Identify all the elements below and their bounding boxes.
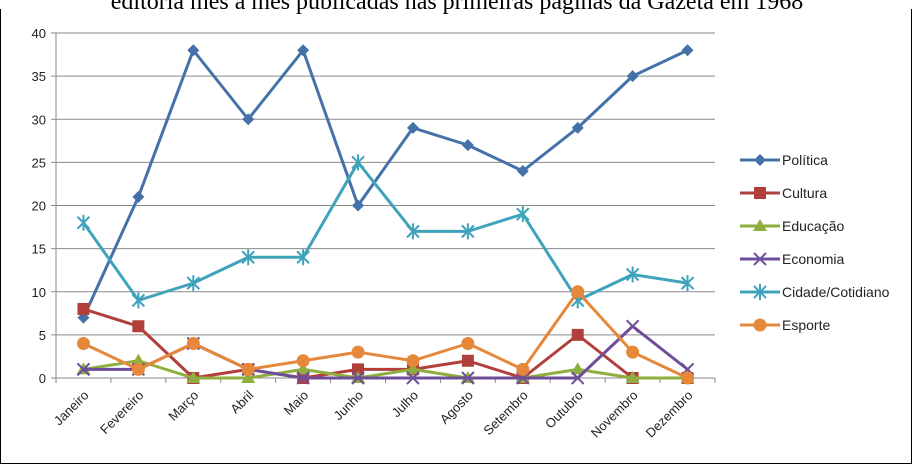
- legend-label-esporte: Esporte: [782, 317, 830, 333]
- data-point-cidade-cotidiano: [296, 249, 310, 266]
- data-point-economia: [296, 371, 310, 385]
- legend-label-educacao: Educação: [782, 218, 844, 234]
- data-point-esporte: [571, 285, 585, 299]
- data-point-cidade-cotidiano: [516, 206, 530, 223]
- y-tick-label: 15: [32, 242, 46, 257]
- legend-marker-cidade-cotidiano: [753, 284, 767, 300]
- data-point-esporte: [516, 362, 530, 376]
- series-line-cultura: [83, 307, 688, 380]
- data-point-cultura: [461, 354, 474, 367]
- data-point-cidade-cotidiano: [186, 275, 200, 292]
- y-tick-label: 30: [32, 112, 46, 127]
- data-point-politica: [242, 113, 255, 126]
- data-point-esporte: [406, 354, 420, 368]
- series-line-politica: [82, 48, 689, 319]
- data-point-cidade-cotidiano: [680, 275, 695, 292]
- legend-marker-politica: [754, 154, 766, 166]
- data-point-politica: [571, 121, 584, 134]
- data-point-politica: [681, 44, 694, 57]
- x-tick-label: Agosto: [437, 388, 476, 427]
- x-tick-label: Março: [165, 388, 201, 424]
- data-point-esporte: [626, 345, 640, 359]
- y-tick-label: 10: [32, 285, 46, 300]
- y-tick-label: 20: [32, 199, 46, 214]
- data-point-esporte: [296, 354, 310, 368]
- data-point-educacao: [405, 362, 420, 375]
- x-tick-label: Janeiro: [51, 388, 92, 429]
- data-point-educacao: [296, 362, 311, 375]
- data-point-esporte: [241, 362, 255, 376]
- data-point-cidade-cotidiano: [351, 154, 365, 171]
- legend: Política Cultura Educação Economia Cidade/Co…: [740, 152, 890, 333]
- data-point-politica: [516, 165, 529, 177]
- x-tick-label: Maio: [281, 388, 312, 419]
- data-point-cidade-cotidiano: [406, 223, 420, 240]
- y-tick-label: 5: [39, 328, 46, 343]
- legend-marker-economia: [753, 252, 767, 266]
- y-tick-label: 35: [32, 69, 46, 84]
- data-point-economia: [571, 371, 585, 385]
- data-point-educacao: [241, 371, 256, 383]
- data-point-economia: [625, 319, 640, 333]
- legend-label-cidade-cotidiano: Cidade/Cotidiano: [782, 284, 890, 300]
- legend-label-economia: Economia: [782, 251, 844, 267]
- chart-title: editoria mês a mês publicadas nas primei…: [110, 0, 804, 15]
- data-point-educacao: [625, 371, 640, 383]
- series-layer: [76, 44, 695, 385]
- data-point-educacao: [131, 353, 146, 366]
- data-point-politica: [461, 139, 474, 152]
- legend-marker-educacao: [753, 219, 767, 231]
- data-point-cidade-cotidiano: [461, 223, 475, 240]
- data-point-politica: [297, 44, 310, 57]
- data-point-cultura: [132, 320, 145, 333]
- data-point-economia: [461, 371, 475, 385]
- data-point-economia: [351, 371, 365, 385]
- legend-label-cultura: Cultura: [782, 185, 827, 201]
- x-tick-label: Novembro: [588, 388, 641, 441]
- data-point-esporte: [681, 371, 695, 385]
- data-point-esporte: [76, 337, 90, 350]
- data-point-politica: [626, 70, 639, 83]
- series-line-cidade-cotidiano: [82, 160, 688, 302]
- y-tick-label: 25: [32, 155, 46, 170]
- data-point-cultura: [571, 328, 584, 341]
- data-point-esporte: [131, 362, 145, 376]
- data-point-educacao: [186, 371, 201, 383]
- data-point-esporte: [461, 337, 475, 350]
- x-tick-label: Julho: [388, 388, 421, 421]
- data-point-cidade-cotidiano: [241, 249, 255, 266]
- data-point-politica: [352, 199, 365, 212]
- x-tick-label: Outubro: [542, 388, 586, 432]
- data-point-cidade-cotidiano: [625, 266, 640, 283]
- x-tick-label: Setembro: [480, 388, 530, 438]
- grid-layer: [56, 32, 715, 336]
- data-point-economia: [406, 371, 420, 385]
- y-tick-label: 0: [39, 371, 46, 386]
- data-point-cultura: [77, 303, 90, 315]
- legend-marker-cultura: [754, 187, 766, 199]
- data-point-esporte: [351, 345, 365, 359]
- data-point-economia: [76, 362, 91, 377]
- y-tick-label: 40: [32, 26, 46, 41]
- data-point-politica: [187, 44, 200, 57]
- data-point-cidade-cotidiano: [76, 214, 91, 231]
- chart-frame: [0, 9, 912, 464]
- data-point-esporte: [186, 337, 200, 350]
- series-line-esporte: [82, 290, 689, 380]
- data-point-cultura: [352, 363, 365, 376]
- legend-marker-esporte: [753, 318, 767, 332]
- data-point-politica: [406, 121, 419, 134]
- data-point-cidade-cotidiano: [131, 292, 146, 309]
- x-tick-label: Junho: [331, 388, 367, 424]
- x-tick-label: Dezembro: [643, 388, 696, 441]
- x-tick-label: Abril: [227, 387, 256, 416]
- legend-label-politica: Política: [782, 152, 828, 168]
- data-point-educacao: [570, 362, 585, 375]
- x-tick-label: Fevereiro: [97, 388, 146, 437]
- data-point-politica: [132, 190, 145, 203]
